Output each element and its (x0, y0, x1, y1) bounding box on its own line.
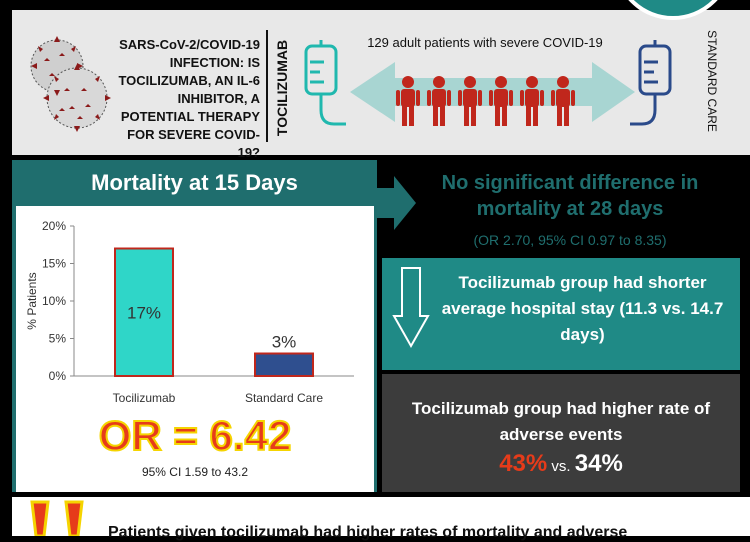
y-tick-label: 10% (42, 294, 66, 308)
down-arrow-icon (392, 267, 430, 349)
y-tick-label: 15% (42, 257, 66, 271)
exclamation-icon (30, 500, 84, 536)
odds-ratio: OR = 6.42 (98, 411, 293, 460)
no-difference-finding: No significant difference in mortality a… (441, 172, 699, 220)
y-tick-label: 0% (49, 369, 67, 383)
y-tick-label: 5% (49, 332, 67, 346)
y-axis-label: % Patients (25, 272, 39, 329)
mortality-title: Mortality at 15 Days (91, 170, 298, 195)
ae-tocilizumab-rate: 43% (499, 450, 548, 477)
patient-icon (489, 76, 513, 126)
patient-icon (458, 76, 482, 126)
adverse-events-rates: 43% vs. 34% (382, 450, 740, 478)
patient-icon (396, 76, 420, 126)
x-tick-label: Tocilizumab (113, 391, 176, 405)
hospital-stay-finding: Tocilizumab group had shorter average ho… (441, 273, 724, 344)
adverse-events-finding: Tocilizumab group had higher rate of adv… (411, 399, 711, 444)
patients-caption: 129 adult patients with severe COVID-19 (367, 35, 603, 50)
divider (266, 30, 268, 142)
mortality-bar-chart: 0% 5% 10% 15% 20% % Patients 17% Tocilizumab 3% S… (25, 219, 354, 405)
bar-data-label: 17% (127, 303, 161, 322)
standard-care-arm-text: STANDARD CARE (705, 30, 719, 132)
conclusion-band (12, 497, 750, 536)
conclusion-text: Patients given tocilizumab had higher ra… (108, 524, 628, 541)
standard-care-arm-label: STANDARD CARE (692, 26, 732, 136)
patient-icon (520, 76, 544, 126)
patient-icons (396, 76, 575, 126)
study-design-graphic (304, 40, 672, 126)
no-difference-stats: (OR 2.70, 95% CI 0.97 to 8.35) (473, 232, 667, 248)
right-arrow-icon (376, 176, 416, 230)
iv-bag-teal-icon (304, 40, 346, 126)
coronavirus-icon (30, 36, 111, 132)
bar (254, 352, 314, 377)
patient-icon (427, 76, 451, 126)
tocilizumab-arm-text: TOCILIZUMAB (274, 39, 290, 137)
chart-background (16, 206, 374, 492)
confidence-interval: 95% CI 1.59 to 43.2 (141, 465, 249, 479)
patient-icon (551, 76, 575, 126)
bar (114, 247, 174, 377)
y-tick-label: 20% (42, 219, 66, 233)
x-tick-label: Standard Care (245, 391, 323, 405)
ae-vs-label: vs. (551, 458, 571, 475)
adverse-events-panel (382, 374, 740, 492)
hospital-stay-panel (382, 258, 740, 370)
ae-standard-rate: 34% (574, 450, 623, 477)
bar-data-label: 3% (272, 333, 297, 352)
study-question: SARS-CoV-2/COVID-19 INFECTION: IS TOCILI… (118, 37, 260, 160)
iv-bag-blue-icon (630, 40, 672, 126)
decorative-circle (628, 0, 718, 20)
